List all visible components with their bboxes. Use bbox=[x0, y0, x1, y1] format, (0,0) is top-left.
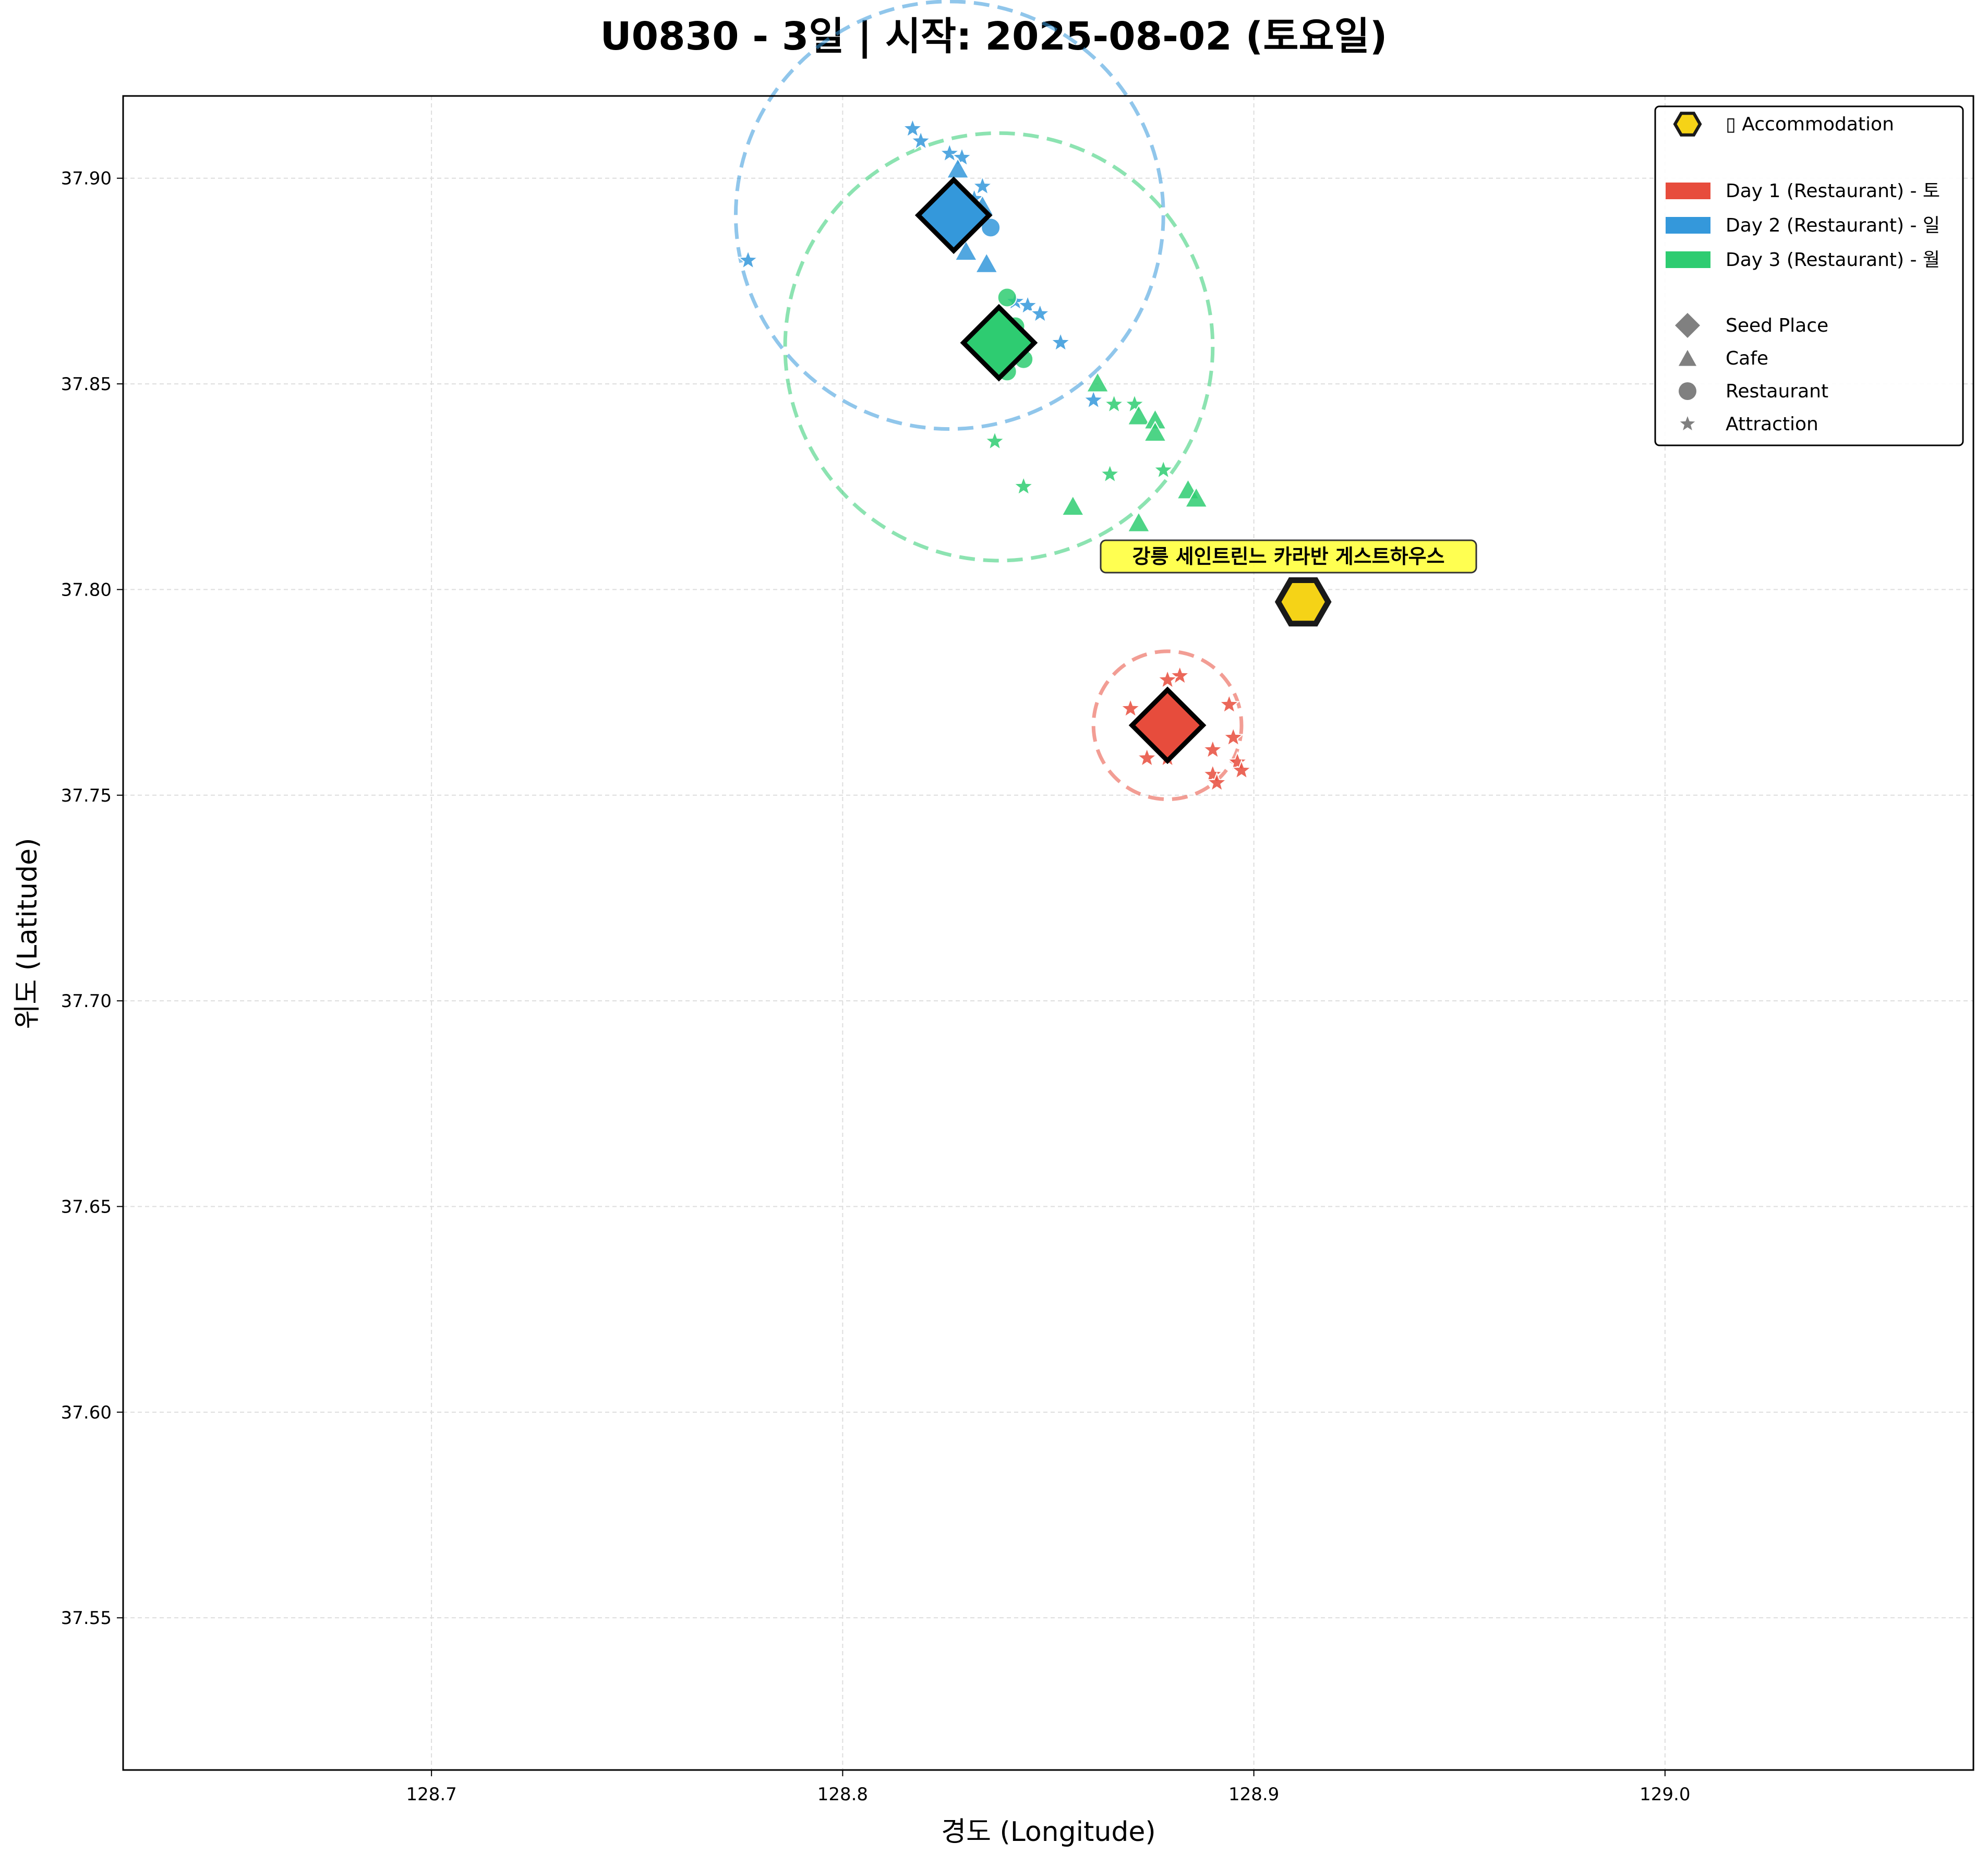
legend-seed-icon bbox=[1675, 313, 1700, 338]
cafe-marker bbox=[1127, 404, 1151, 426]
attraction-marker bbox=[938, 142, 961, 163]
attraction-marker bbox=[1206, 771, 1228, 792]
attraction-marker bbox=[1029, 302, 1051, 323]
day-radius-circles bbox=[734, 0, 1244, 802]
attraction-marker bbox=[1050, 331, 1071, 352]
legend-day-swatch bbox=[1666, 251, 1710, 268]
restaurant-marker bbox=[981, 217, 1001, 238]
legend-type-label: Cafe bbox=[1726, 348, 1768, 369]
x-axis-label: 경도 (Longitude) bbox=[941, 1816, 1155, 1848]
attraction-marker bbox=[1124, 393, 1146, 414]
attraction-marker bbox=[1156, 669, 1178, 689]
attraction-marker bbox=[1168, 664, 1191, 685]
attraction-marker bbox=[1218, 693, 1240, 714]
attraction-marker bbox=[1136, 746, 1158, 768]
axis-ticks: 128.7 128.8 128.9 129.0 37.55 37.60 37.65 37.70… bbox=[61, 168, 1691, 1805]
legend-day-label: Day 1 (Restaurant) - 토 bbox=[1726, 180, 1940, 202]
attraction-marker bbox=[1231, 759, 1252, 780]
y-tick-label: 37.65 bbox=[61, 1196, 112, 1217]
plot-frame bbox=[122, 95, 1974, 1771]
legend-type-label: Restaurant bbox=[1726, 381, 1828, 402]
attraction-marker bbox=[1201, 738, 1224, 759]
x-tick-label: 128.7 bbox=[406, 1784, 456, 1805]
legend-restaurant-icon bbox=[1679, 382, 1696, 400]
day-radius-circle bbox=[734, 0, 1165, 431]
y-tick-label: 37.60 bbox=[61, 1402, 112, 1423]
x-tick-label: 128.8 bbox=[817, 1784, 868, 1805]
restaurant-marker bbox=[997, 287, 1017, 308]
accommodation-label: 강릉 세인트린느 카라반 게스트하우스 bbox=[1132, 545, 1444, 568]
accommodation-layer: 강릉 세인트린느 카라반 게스트하우스 bbox=[1100, 539, 1477, 627]
cafe-marker bbox=[954, 239, 978, 261]
legend-day-swatch bbox=[1666, 217, 1710, 234]
day-radius-circle bbox=[783, 131, 1215, 563]
accommodation-label-box bbox=[1100, 539, 1477, 574]
cafe-marker bbox=[974, 252, 998, 273]
attraction-marker bbox=[1082, 389, 1105, 410]
legend-type-label: Seed Place bbox=[1726, 315, 1828, 336]
seed-place-marker bbox=[914, 176, 993, 254]
attraction-marker bbox=[901, 117, 924, 138]
attraction-marker bbox=[971, 175, 994, 196]
attraction-marker bbox=[1013, 475, 1035, 496]
legend-day-label: Day 3 (Restaurant) - 월 bbox=[1726, 249, 1940, 271]
attraction-marker bbox=[1099, 463, 1121, 484]
attraction-marker bbox=[737, 249, 759, 270]
seed-markers bbox=[914, 176, 1207, 765]
attraction-marker bbox=[1119, 697, 1141, 718]
cafe-marker bbox=[1143, 420, 1167, 442]
attraction-marker bbox=[1152, 458, 1175, 480]
chart-title: U0830 - 3일 | 시작: 2025-08-02 (토요일) bbox=[600, 14, 1388, 59]
cafe-marker bbox=[1086, 371, 1110, 393]
seed-place-marker bbox=[1128, 686, 1207, 765]
cafe-marker bbox=[1061, 494, 1085, 516]
attraction-marker bbox=[1017, 294, 1039, 315]
y-tick-label: 37.75 bbox=[61, 785, 112, 806]
legend-type-label: Attraction bbox=[1726, 414, 1818, 435]
attraction-marker bbox=[910, 129, 932, 151]
x-tick-label: 128.9 bbox=[1228, 1784, 1279, 1805]
cafe-marker bbox=[1184, 486, 1208, 508]
seed-place-marker bbox=[960, 304, 1038, 382]
day-radius-circle bbox=[1091, 649, 1244, 802]
legend-box bbox=[1654, 105, 1964, 446]
y-tick-label: 37.80 bbox=[61, 579, 112, 600]
y-axis-label: 위도 (Latitude) bbox=[12, 838, 43, 1029]
y-tick-label: 37.90 bbox=[61, 168, 112, 189]
cafe-marker bbox=[1127, 511, 1151, 532]
legend-attraction-icon bbox=[1680, 416, 1695, 431]
attraction-marker bbox=[1201, 763, 1224, 784]
x-tick-label: 129.0 bbox=[1640, 1784, 1690, 1805]
attraction-marker bbox=[1103, 393, 1125, 414]
y-tick-label: 37.55 bbox=[61, 1608, 112, 1629]
legend-cafe-icon bbox=[1678, 350, 1697, 366]
y-tick-label: 37.85 bbox=[61, 374, 112, 395]
accommodation-marker bbox=[1274, 577, 1332, 627]
attraction-marker bbox=[1226, 750, 1248, 772]
attraction-marker bbox=[1222, 726, 1245, 747]
legend-day-swatch bbox=[1666, 183, 1710, 199]
legend-accommodation-icon bbox=[1673, 112, 1702, 137]
attraction-marker bbox=[984, 430, 1006, 451]
legend: ▯ Accommodation Day 1 (Restaurant) - 토 Day… bbox=[1654, 105, 1964, 446]
cafe-marker bbox=[946, 157, 970, 179]
attraction-marker bbox=[951, 146, 973, 167]
legend-day-label: Day 2 (Restaurant) - 일 bbox=[1726, 215, 1940, 236]
y-tick-label: 37.70 bbox=[61, 991, 112, 1012]
legend-accommodation-label: ▯ Accommodation bbox=[1726, 114, 1894, 135]
